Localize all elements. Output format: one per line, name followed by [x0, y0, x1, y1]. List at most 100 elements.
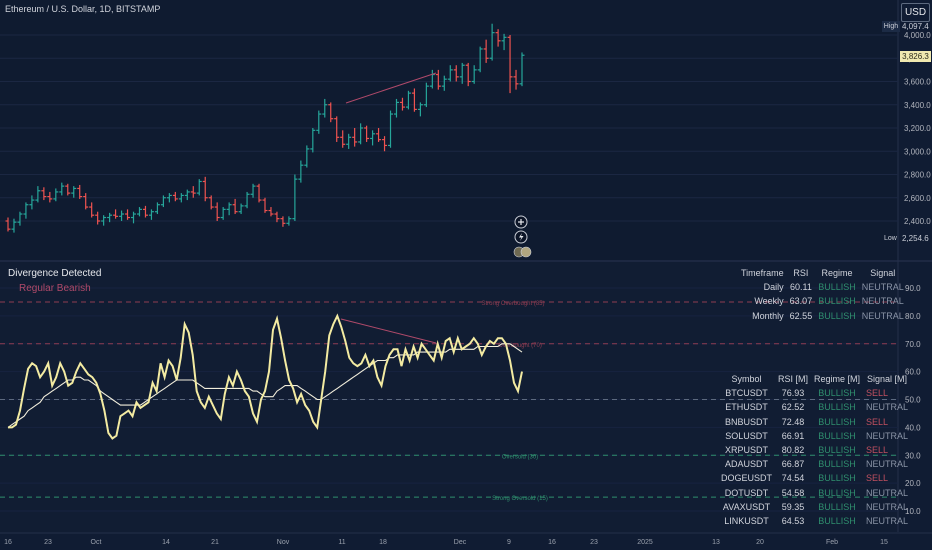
ohlc-bar: [376, 128, 382, 142]
table-row: AVAXUSDT 59.35 BULLISH NEUTRAL: [718, 500, 911, 514]
add-drawing-button[interactable]: [514, 215, 528, 229]
ohlc-bar: [465, 62, 471, 87]
rsi-cell: 54.58: [781, 487, 805, 498]
time-tick-label: 18: [379, 539, 387, 546]
ohlc-bar: [340, 130, 346, 148]
table-row: DOTUSDT 54.58 BULLISH NEUTRAL: [718, 486, 911, 500]
ohlc-bar: [59, 182, 65, 196]
ohlc-bar: [35, 186, 41, 203]
ohlc-bar: [196, 179, 202, 196]
symbol-cell: LINKUSDT: [724, 515, 769, 526]
ohlc-bar: [382, 136, 388, 152]
rsi-cell: 60.11: [790, 282, 812, 293]
ohlc-bar: [244, 191, 250, 209]
ohlc-bar: [459, 62, 465, 84]
signal-cell: SELL: [866, 473, 889, 484]
price-tick-label: 3,000.0: [904, 147, 931, 156]
ohlc-bar: [148, 209, 154, 220]
time-tick-label: 23: [590, 539, 598, 546]
symbol-cell: ADAUSDT: [725, 459, 769, 470]
time-tick-label: 16: [4, 539, 12, 546]
ohlc-bar: [125, 209, 131, 220]
signal-cell: NEUTRAL: [866, 487, 909, 498]
rsi-tick-label: 80.0: [905, 312, 921, 321]
symbol-cell: BTCUSDT: [725, 388, 768, 399]
ohlc-bar: [304, 145, 310, 168]
timeframe-cell: Weekly: [754, 296, 784, 307]
signal-cell: NEUTRAL: [866, 402, 909, 413]
rsi-cell: 72.48: [781, 416, 805, 427]
col-header: RSI [M]: [778, 374, 809, 385]
price-tick-label: 3,200.0: [904, 124, 931, 133]
table-row: LINKUSDT 64.53 BULLISH NEUTRAL: [718, 514, 911, 528]
ohlc-bar: [83, 193, 89, 210]
ohlc-bar: [423, 82, 429, 108]
ohlc-bar: [417, 102, 423, 117]
timeframe-table: Timeframe RSI Regime Signal Daily 60.11 …: [738, 266, 907, 323]
signal-cell: NEUTRAL: [866, 515, 909, 526]
ohlc-bar: [136, 207, 142, 217]
time-tick-label: Dec: [454, 539, 467, 546]
ohlc-bar: [17, 211, 23, 226]
rsi-cell: 63.07: [789, 296, 813, 307]
events-button[interactable]: [513, 246, 532, 258]
currency-button[interactable]: USD: [901, 3, 930, 22]
current-price-badge: 3,826.3: [900, 51, 931, 62]
high-value: 4,097.4: [902, 22, 929, 31]
alert-button[interactable]: [514, 230, 528, 244]
ohlc-bar: [274, 211, 280, 223]
table-row: Weekly 63.07 BULLISH NEUTRAL: [738, 294, 907, 308]
ohlc-bar: [256, 183, 262, 203]
ohlc-bar: [101, 215, 107, 226]
col-header: Signal: [870, 268, 896, 279]
ohlc-bar: [142, 205, 148, 218]
col-header: Regime: [821, 268, 853, 279]
time-tick-label: 16: [548, 539, 556, 546]
ohlc-bar: [131, 211, 137, 224]
regime-cell: BULLISH: [818, 388, 856, 399]
regime-cell: BULLISH: [818, 296, 856, 307]
regime-cell: BULLISH: [818, 445, 856, 456]
regime-cell: BULLISH: [818, 282, 856, 293]
price-tick-label: 2,800.0: [904, 171, 931, 180]
ohlc-bar: [268, 207, 274, 217]
rsi-cell: 80.82: [781, 445, 805, 456]
regime-cell: BULLISH: [818, 416, 856, 427]
ohlc-bar: [172, 191, 178, 202]
time-tick-label: 9: [507, 539, 511, 546]
rsi-divergence-line: [340, 318, 437, 344]
ohlc-bar: [214, 202, 220, 221]
ohlc-bar: [477, 46, 483, 73]
ohlc-bar: [447, 65, 453, 82]
rsi-cell: 62.55: [789, 310, 813, 321]
ohlc-bar: [262, 197, 268, 213]
ohlc-bar: [166, 193, 172, 203]
ohlc-bar: [71, 186, 77, 198]
ohlc-bar: [489, 23, 495, 61]
ohlc-bar: [160, 195, 166, 208]
col-header: Signal [M]: [867, 374, 908, 385]
price-tick-label: 3,600.0: [904, 78, 931, 87]
table-row: DOGEUSDT 74.54 BULLISH SELL: [718, 471, 911, 485]
ohlc-bar: [107, 212, 113, 223]
ohlc-bar: [184, 189, 190, 201]
time-tick-label: 14: [162, 539, 170, 546]
rsi-level-label: Strong Overbought (85): [481, 301, 544, 307]
ohlc-bar: [77, 184, 83, 199]
ohlc-bar: [292, 174, 298, 221]
symbol-cell: BNBUSDT: [725, 416, 769, 427]
price-tick-label: 4,000.0: [904, 31, 931, 40]
signal-cell: SELL: [866, 388, 889, 399]
signal-cell: SELL: [866, 445, 889, 456]
rsi-tick-label: 60.0: [905, 368, 921, 377]
regime-cell: BULLISH: [818, 515, 856, 526]
ohlc-bar: [89, 202, 95, 218]
ohlc-bar: [358, 123, 364, 145]
col-header: RSI: [793, 268, 809, 279]
ohlc-bar: [286, 216, 292, 226]
table-row: ETHUSDT 62.52 BULLISH NEUTRAL: [718, 400, 911, 414]
ohlc-bar: [393, 98, 399, 118]
rsi-cell: 66.91: [781, 430, 805, 441]
ohlc-bar: [411, 88, 417, 112]
signal-cell: NEUTRAL: [866, 501, 909, 512]
